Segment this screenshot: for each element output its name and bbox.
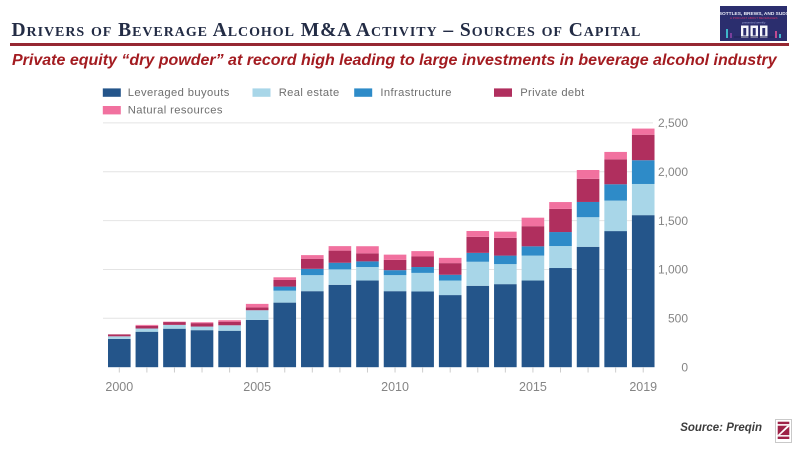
svg-text:2015: 2015 xyxy=(519,380,547,394)
svg-text:Infrastructure: Infrastructure xyxy=(380,87,452,99)
svg-text:2005: 2005 xyxy=(243,380,271,394)
svg-text:Private debt: Private debt xyxy=(520,87,585,99)
svg-text:1,500: 1,500 xyxy=(658,214,688,228)
svg-text:500: 500 xyxy=(668,312,688,326)
svg-text:presented weekly: presented weekly xyxy=(742,21,766,25)
svg-text:2010: 2010 xyxy=(381,380,409,394)
svg-text:Real estate: Real estate xyxy=(279,87,340,99)
svg-text:Natural resources: Natural resources xyxy=(128,105,223,117)
svg-text:2019: 2019 xyxy=(629,380,657,394)
svg-text:2000: 2000 xyxy=(105,380,133,394)
svg-text:0: 0 xyxy=(681,360,688,374)
svg-text:A PODCAST ABOUT BEVERAGES: A PODCAST ABOUT BEVERAGES xyxy=(730,16,777,20)
svg-text:1,000: 1,000 xyxy=(658,263,688,277)
svg-text:2,500: 2,500 xyxy=(658,116,688,130)
svg-text:BOTTLES, BREWS, AND SUDS: BOTTLES, BREWS, AND SUDS xyxy=(720,11,788,17)
svg-text:Leveraged buyouts: Leveraged buyouts xyxy=(128,87,230,99)
svg-text:2,000: 2,000 xyxy=(658,165,688,179)
